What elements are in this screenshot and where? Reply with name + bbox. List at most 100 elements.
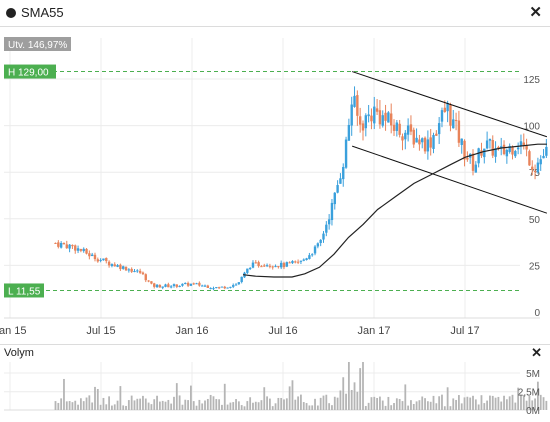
candle-body [240, 276, 243, 283]
candle-body [342, 166, 345, 180]
volume-bar [390, 405, 393, 410]
candle-body [220, 286, 224, 288]
candle-body [370, 115, 373, 122]
candle-body [254, 262, 257, 264]
candle-body [528, 151, 531, 166]
candle-body [198, 282, 201, 286]
candle-body [172, 284, 176, 286]
volume-bar [339, 390, 342, 410]
candle-body [59, 242, 63, 248]
volume-bar [88, 395, 91, 410]
candle-body [110, 264, 114, 267]
candle-body [265, 265, 269, 267]
close-icon[interactable]: ✕ [529, 4, 542, 21]
candle-body [505, 149, 509, 157]
volume-bar [432, 395, 435, 410]
volume-bar [147, 402, 150, 410]
volume-bar [398, 398, 401, 410]
candle-body [531, 166, 534, 170]
volume-bar [356, 391, 359, 410]
volume-bar [472, 395, 474, 410]
volume-bar [336, 397, 339, 410]
volume-bar [243, 406, 246, 410]
volume-bar [415, 401, 418, 410]
candle-body [398, 123, 401, 135]
candle-body [127, 269, 131, 271]
volume-bar [393, 403, 395, 410]
volume-bar [277, 397, 280, 410]
candle-body [350, 104, 353, 126]
volume-bar [229, 402, 232, 410]
candle-body [130, 268, 133, 272]
candle-body [107, 261, 111, 266]
volume-bar [466, 396, 469, 410]
candle-body [327, 219, 331, 225]
volume-bar [362, 362, 364, 410]
volume-bar [71, 402, 74, 410]
volume-bar [494, 397, 497, 410]
close-icon[interactable]: ✕ [531, 345, 542, 360]
volume-bar [373, 396, 376, 410]
candle-body [192, 283, 195, 285]
volume-bar [458, 395, 460, 410]
series-dot-icon [6, 8, 16, 18]
volume-bar [483, 403, 486, 410]
volume-bar [421, 396, 424, 410]
volume-bar [353, 382, 356, 410]
volume-bar [125, 405, 127, 410]
volume-bar [426, 401, 429, 410]
volume-bar [175, 383, 178, 410]
candle-body [153, 283, 156, 287]
candle-body [79, 248, 83, 251]
candle-body [491, 140, 494, 156]
candle-body [330, 202, 334, 221]
volume-bar [525, 400, 528, 410]
volume-bar [297, 396, 300, 410]
x-tick-label: Jul 15 [86, 325, 115, 337]
candle-body [449, 104, 452, 126]
candle-body [423, 137, 427, 152]
candle-body [246, 268, 249, 273]
candle-body [488, 138, 492, 141]
volume-bar [74, 400, 77, 410]
volume-bar [528, 395, 531, 410]
volume-bar [489, 395, 491, 410]
volume-bar [212, 396, 215, 410]
candle-body [415, 137, 418, 143]
candle-body [463, 140, 466, 160]
volume-bar [119, 386, 122, 410]
candle-body [437, 123, 441, 135]
candle-body [164, 284, 167, 287]
candle-body [62, 243, 66, 245]
candle-body [446, 102, 449, 112]
volume-bar [347, 362, 350, 410]
volume-bar [522, 395, 525, 410]
candle-body [279, 262, 283, 268]
candle-body [161, 286, 164, 288]
candle-body [480, 150, 483, 156]
volume-bar [395, 398, 398, 410]
candle-body [497, 146, 500, 148]
volume-bar [350, 389, 353, 410]
candle-body [443, 107, 446, 112]
candle-body [141, 272, 145, 275]
candle-body [217, 287, 221, 289]
candle-body [54, 242, 57, 244]
volume-bar [491, 395, 494, 410]
volume-bar [150, 404, 153, 410]
candle-body [144, 274, 147, 281]
high-badge [4, 64, 56, 79]
candle-body [282, 263, 286, 268]
candle-body [381, 115, 384, 126]
candle-body [485, 140, 489, 149]
candle-body [234, 284, 238, 286]
volume-bar [443, 406, 446, 410]
candle-body [251, 262, 255, 268]
volume-bar [170, 403, 173, 410]
volume-bar [167, 399, 170, 410]
candle-body [387, 112, 390, 123]
y-tick-label: 125 [523, 75, 540, 86]
volume-bar [460, 403, 463, 410]
volume-bar [359, 368, 362, 410]
